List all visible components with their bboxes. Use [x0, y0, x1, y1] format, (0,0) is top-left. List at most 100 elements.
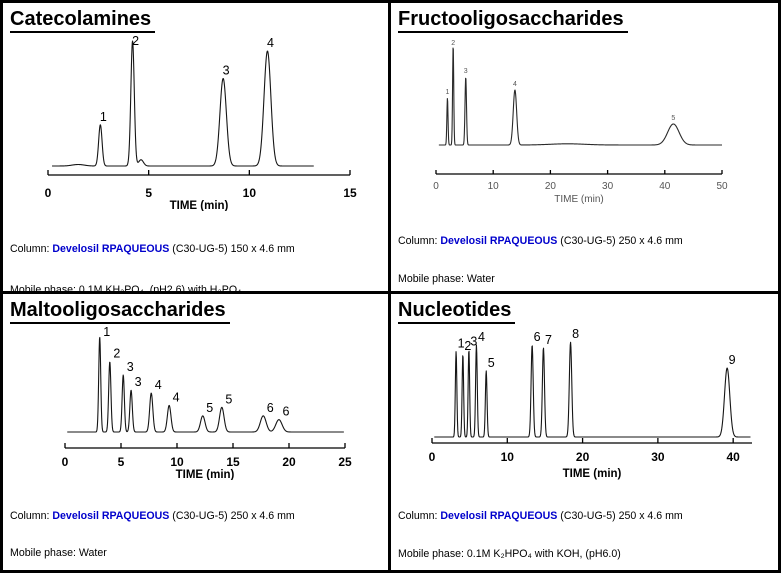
column-line: Column: Develosil RPAQUEOUS (C30-UG-5) 2…	[398, 235, 771, 248]
peak-label-3: 3	[223, 64, 230, 78]
peak-label-2: 2	[132, 35, 139, 48]
panel-title-catecolamines: Catecolamines	[10, 7, 381, 33]
panel-nucleotides: Nucleotides 0 10 20 30 40 TIME (min) 1 2 3 4 5 6 7 8 9…	[391, 294, 778, 570]
peak-label-2: 2	[464, 339, 471, 353]
peak-label-4: 4	[267, 36, 274, 50]
peak-label-2: 2	[113, 347, 120, 361]
peak-label-3: 3	[470, 335, 477, 349]
nucleotides-svg: 0 10 20 30 40 TIME (min) 1 2 3 45 6 7 8 9	[429, 327, 752, 480]
x-tick-label: 30	[602, 181, 614, 192]
x-tick-label: 10	[488, 181, 500, 192]
peak-label-5: 5	[671, 115, 675, 122]
column-brand: Develosil RPAQUEOUS	[440, 235, 558, 247]
peak-label-8: 8	[572, 327, 579, 341]
column-line: Column: Develosil RPAQUEOUS (C30-UG-5) 1…	[10, 243, 381, 257]
peak-label-1: 1	[103, 326, 110, 339]
x-tick-label: 30	[651, 450, 665, 464]
nucleotides-chromatogram: 0 10 20 30 40 TIME (min) 1 2 3 4 5 6 7 8 9	[398, 326, 771, 485]
nucleotides-conditions: Column: Develosil RPAQUEOUS (C30-UG-5) 2…	[398, 485, 771, 570]
catecolamines-svg: 0 5 10 15 TIME (min) 1 2 3 4	[45, 34, 357, 212]
peak-label-5: 5	[225, 392, 232, 406]
panel-title-fructooligosaccharides: Fructooligosaccharides	[398, 7, 771, 33]
x-tick-label: 20	[545, 181, 557, 192]
trace	[51, 40, 315, 167]
trace	[438, 47, 723, 146]
x-tick-label: 40	[659, 181, 671, 192]
panel-title-text: Catecolamines	[10, 7, 156, 33]
panel-catecolamines: Catecolamines 0 5 10 15 TIME (min) 1 2 3 4 Colum…	[3, 3, 391, 294]
fructooligosaccharides-chromatogram: 0 10 20 30 40 50 TIME (min) 1 2 3 4 5	[398, 35, 771, 210]
peak-label-4: 4	[173, 390, 180, 404]
panel-title-text: Fructooligosaccharides	[398, 7, 628, 33]
panel-fructooligosaccharides: Fructooligosaccharides 0 10 20 30 40 50 TIME (…	[391, 3, 778, 294]
peak-label-3: 3	[135, 375, 142, 389]
column-brand: Develosil RPAQUEOUS	[52, 243, 170, 256]
column-brand: Develosil RPAQUEOUS	[440, 510, 558, 522]
column-line: Column: Develosil RPAQUEOUS (C30-UG-5) 2…	[398, 510, 771, 523]
peak-label-6: 6	[534, 330, 541, 344]
x-axis-title: TIME (min)	[170, 200, 229, 211]
x-axis-title: TIME (min)	[176, 469, 235, 480]
x-tick-label: 0	[433, 181, 439, 192]
x-tick-label: 20	[576, 450, 590, 464]
column-spec: (C30-UG-5) 250 x 4.6 mm	[557, 235, 683, 247]
peak-label-4: 4	[155, 378, 162, 392]
mobile-phase-line: Mobile phase: 0.1M KH₂PO₄, (pH2.6) with …	[10, 283, 242, 294]
panel-title-text: Nucleotides	[398, 298, 516, 324]
peak-label-4: 4	[513, 81, 517, 88]
x-tick-label: 0	[45, 186, 52, 200]
peak-label-3: 3	[464, 68, 468, 75]
maltooligosaccharides-chromatogram: 0 5 10 15 20 25 TIME (min) 1 2 3 3 4 4 5 5 6 6	[10, 325, 381, 485]
x-tick-label: 15	[226, 455, 240, 469]
x-tick-label: 50	[716, 181, 728, 192]
column-brand: Develosil RPAQUEOUS	[52, 509, 170, 522]
peak-label-6: 6	[267, 401, 274, 415]
column-label: Column:	[10, 243, 53, 256]
peak-label-7: 7	[545, 333, 552, 347]
peak-label-5: 5	[206, 401, 213, 415]
peak-label-9: 9	[729, 353, 736, 367]
column-spec: (C30-UG-5) 150 x 4.6 mm	[169, 243, 295, 256]
column-label: Column:	[10, 509, 53, 522]
x-tick-label: 20	[282, 455, 296, 469]
x-tick-label: 10	[501, 450, 515, 464]
column-line: Column: Develosil RPAQUEOUS (C30-UG-5) 2…	[10, 510, 381, 522]
panel-title-nucleotides: Nucleotides	[398, 298, 771, 324]
catecolamines-chromatogram: 0 5 10 15 TIME (min) 1 2 3 4	[10, 34, 381, 216]
peak-label-5: 5	[488, 356, 495, 370]
peak-label-1: 1	[100, 110, 107, 124]
x-tick-label: 40	[726, 450, 740, 464]
mobile-phase-line: Mobile phase: Water	[10, 547, 107, 560]
x-tick-label: 5	[118, 455, 125, 469]
x-tick-label: 10	[170, 455, 184, 469]
fructooligosaccharides-svg: 0 10 20 30 40 50 TIME (min) 1 2 3 4 5	[433, 40, 728, 205]
mobile-phase-line: Mobile phase: Water	[398, 272, 495, 285]
column-spec: (C30-UG-5) 250 x 4.6 mm	[169, 509, 295, 522]
x-tick-label: 25	[338, 455, 352, 469]
column-spec: (C30-UG-5) 250 x 4.6 mm	[557, 510, 683, 522]
panel-title-maltooligosaccharides: Maltooligosaccharides	[10, 298, 381, 324]
peak-label-6: 6	[282, 405, 289, 419]
x-tick-label: 15	[343, 186, 357, 200]
panel-title-text: Maltooligosaccharides	[10, 298, 230, 324]
panel-maltooligosaccharides: Maltooligosaccharides 0 5 10 15 20 25 TIME (mi…	[3, 294, 391, 570]
peak-label-4: 4	[478, 330, 485, 344]
fructooligosaccharides-conditions: Column: Develosil RPAQUEOUS (C30-UG-5) 2…	[398, 210, 771, 291]
peak-label-2: 2	[451, 40, 455, 47]
x-axis-title: TIME (min)	[554, 194, 603, 205]
x-tick-label: 0	[62, 455, 69, 469]
x-tick-label: 0	[429, 450, 436, 464]
column-label: Column:	[398, 510, 441, 522]
x-tick-label: 5	[145, 186, 152, 200]
catecolamines-conditions: Column: Develosil RPAQUEOUS (C30-UG-5) 1…	[10, 216, 381, 294]
peak-label-1: 1	[458, 336, 465, 350]
mobile-phase-line: Mobile phase: 0.1M K₂HPO₄ with KOH, (pH6…	[398, 547, 621, 560]
x-tick-label: 10	[243, 186, 257, 200]
trace	[67, 336, 345, 433]
x-axis-title: TIME (min)	[563, 468, 622, 480]
peak-label-1: 1	[445, 89, 449, 96]
trace	[434, 341, 751, 438]
maltooligosaccharides-conditions: Column: Develosil RPAQUEOUS (C30-UG-5) 2…	[10, 485, 381, 570]
